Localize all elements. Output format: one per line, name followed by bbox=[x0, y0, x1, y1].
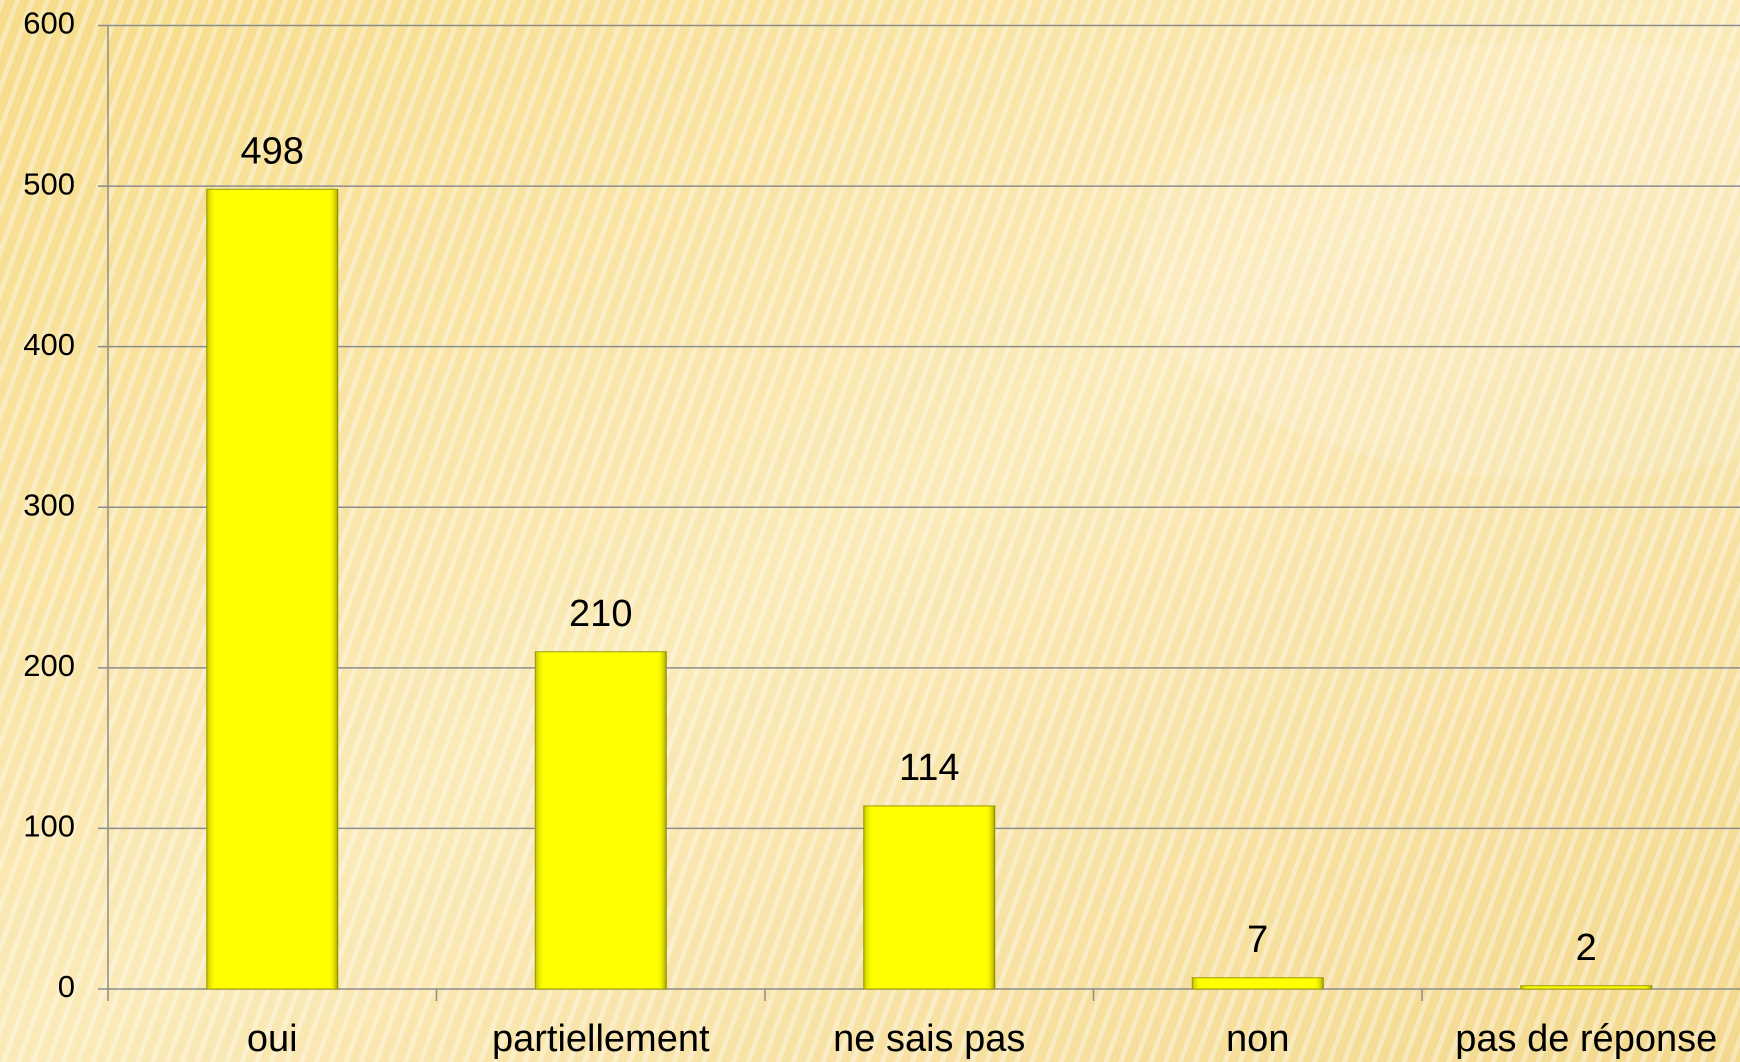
value-label: 210 bbox=[569, 593, 632, 635]
y-tick-label: 200 bbox=[23, 648, 75, 683]
y-tick-label: 600 bbox=[23, 6, 75, 41]
value-label: 114 bbox=[899, 747, 960, 789]
x-tick-label: oui bbox=[247, 1018, 298, 1060]
y-tick-label: 400 bbox=[23, 327, 75, 362]
x-tick-label: partiellement bbox=[492, 1018, 710, 1060]
bar-shade bbox=[535, 651, 667, 989]
x-tick-label: ne sais pas bbox=[833, 1018, 1025, 1060]
x-tick-label: non bbox=[1226, 1018, 1289, 1060]
bar-shade bbox=[1520, 985, 1652, 989]
y-tick-label: 0 bbox=[58, 969, 75, 1004]
background-glow bbox=[1140, 40, 1740, 480]
y-tick-label: 300 bbox=[23, 487, 75, 522]
x-tick-label: pas de réponse bbox=[1455, 1018, 1717, 1060]
y-tick-label: 100 bbox=[23, 809, 75, 844]
value-label: 498 bbox=[241, 130, 304, 172]
bar-shade bbox=[863, 805, 995, 989]
value-label: 7 bbox=[1247, 919, 1268, 961]
y-tick-label: 500 bbox=[23, 166, 75, 201]
bar-shade bbox=[206, 189, 338, 990]
value-label: 2 bbox=[1576, 927, 1597, 969]
bar-shade bbox=[1192, 977, 1324, 989]
